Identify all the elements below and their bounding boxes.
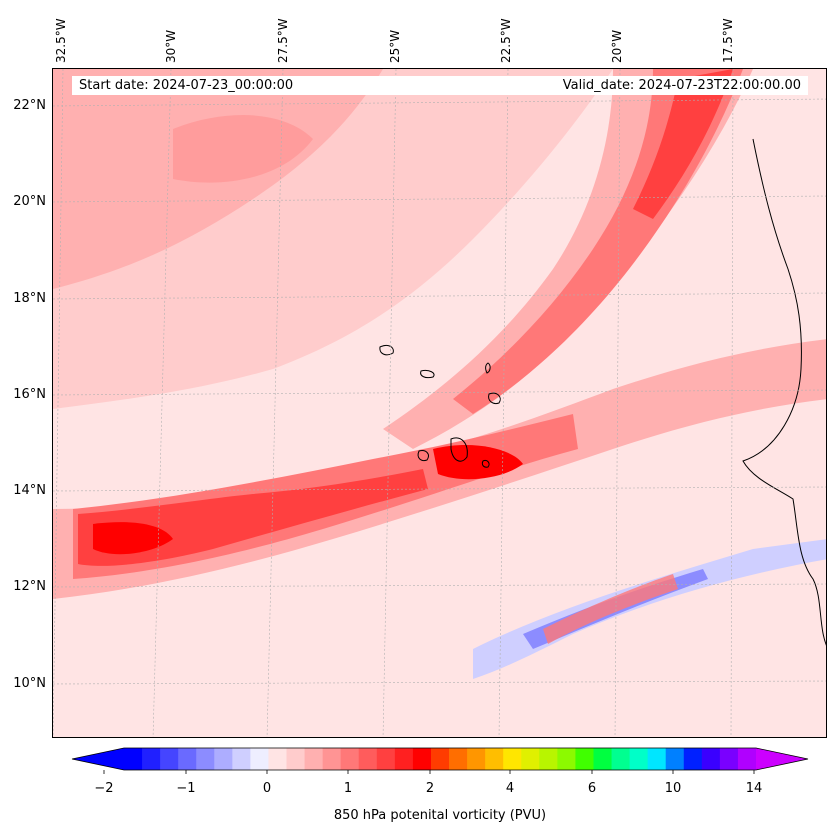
- date-header-box: [72, 76, 808, 95]
- graticule-line: [53, 680, 826, 685]
- lon-label: 20°W: [610, 29, 624, 63]
- island-sal: [485, 362, 491, 374]
- colorbar-segment: [376, 748, 396, 770]
- colorbar-tick-label: 10: [664, 781, 682, 796]
- colorbar-segment: [430, 748, 450, 770]
- colorbar-segment: [647, 748, 667, 770]
- colorbar-segment: [503, 748, 522, 770]
- lat-label: 18°N: [13, 291, 46, 306]
- pv-contour-map: [53, 69, 826, 737]
- colorbar-segment: [737, 748, 757, 770]
- pv-positive-streak-southeast: [543, 574, 678, 644]
- colorbar-tick-label: −1: [176, 781, 196, 796]
- lat-label: 16°N: [13, 387, 46, 402]
- colorbar-segment: [449, 748, 468, 770]
- lat-label: 20°N: [13, 194, 46, 209]
- colorbar-segment: [124, 748, 143, 770]
- colorbar-segment: [701, 748, 721, 770]
- pv-negative-streak: [473, 539, 826, 679]
- pv-band-northeast-max: [633, 69, 733, 219]
- lon-label: 30°W: [164, 29, 178, 63]
- colorbar: [71, 747, 809, 774]
- island-santiago: [450, 437, 468, 462]
- colorbar-segment: [142, 748, 161, 770]
- colorbar-segment: [160, 748, 179, 770]
- colorbar-segment: [286, 748, 306, 770]
- colorbar-segment: [268, 748, 288, 770]
- pv-center-east: [433, 444, 523, 480]
- graticule: [53, 69, 826, 737]
- colorbar-segment: [593, 748, 613, 770]
- lat-label: 22°N: [13, 98, 46, 113]
- colorbar-tick-label: 6: [587, 781, 597, 796]
- colorbar-tick-label: −2: [94, 781, 114, 796]
- pv-patch-north: [173, 115, 313, 183]
- colorbar-segment: [683, 748, 703, 770]
- valid-date-text: Valid_date: 2024-07-23T22:00:00.00: [562, 78, 801, 93]
- colorbar-segment: [575, 748, 594, 770]
- lon-label: 22.5°W: [499, 18, 513, 63]
- colorbar-segment: [250, 748, 269, 770]
- map-panel: [52, 68, 827, 738]
- lon-label: 25°W: [388, 29, 402, 63]
- lon-label: 17.5°W: [721, 18, 735, 63]
- coastline-africa: [742, 138, 826, 646]
- colorbar-segment: [394, 748, 414, 770]
- colorbar-tick-label: 14: [745, 781, 763, 796]
- colorbar-segment: [719, 748, 739, 770]
- graticule-line: [53, 389, 826, 396]
- lat-label: 14°N: [13, 483, 46, 498]
- colorbar-segment: [539, 748, 558, 770]
- island-boa-vista: [488, 392, 501, 404]
- island-santo-antao: [379, 344, 394, 356]
- graticule-line: [53, 98, 826, 107]
- colorbar-segment: [214, 748, 233, 770]
- colorbar-segment: [521, 748, 540, 770]
- lat-label: 10°N: [13, 676, 46, 691]
- colorbar-over-arrow: [756, 748, 808, 770]
- island-sao-nicolau: [420, 370, 435, 379]
- colorbar-segment: [340, 748, 360, 770]
- colorbar-under-arrow: [72, 748, 124, 770]
- island-maio: [481, 460, 490, 468]
- colorbar-segment: [196, 748, 215, 770]
- colorbar-segment: [178, 748, 197, 770]
- colorbar-segment: [232, 748, 251, 770]
- pv-center-west: [93, 522, 173, 555]
- colorbar-segment: [485, 748, 504, 770]
- lat-label: 12°N: [13, 579, 46, 594]
- graticule-line: [53, 486, 826, 492]
- colorbar-segment: [611, 748, 631, 770]
- lon-label: 32.5°W: [54, 18, 68, 63]
- colorbar-segment: [665, 748, 685, 770]
- colorbar-segment: [467, 748, 486, 770]
- island-fogo: [417, 450, 429, 461]
- colorbar-segment: [358, 748, 378, 770]
- colorbar-label: 850 hPa potenital vorticity (PVU): [333, 808, 547, 823]
- start-date-text: Start date: 2024-07-23_00:00:00: [79, 78, 294, 93]
- colorbar-segment: [629, 748, 649, 770]
- colorbar-tick-label: 0: [262, 781, 272, 796]
- colorbar-outline: [71, 747, 809, 771]
- graticule-line: [53, 292, 826, 300]
- colorbar-segment: [412, 748, 432, 770]
- graticule-line: [53, 195, 826, 203]
- colorbar-segment: [322, 748, 342, 770]
- colorbar-tick-label: 2: [425, 781, 435, 796]
- colorbar-tick-label: 4: [505, 781, 515, 796]
- colorbar-tick-label: 1: [343, 781, 353, 796]
- lon-label: 27.5°W: [276, 18, 290, 63]
- colorbar-segment: [557, 748, 576, 770]
- colorbar-segment: [304, 748, 324, 770]
- graticule-line: [53, 583, 826, 588]
